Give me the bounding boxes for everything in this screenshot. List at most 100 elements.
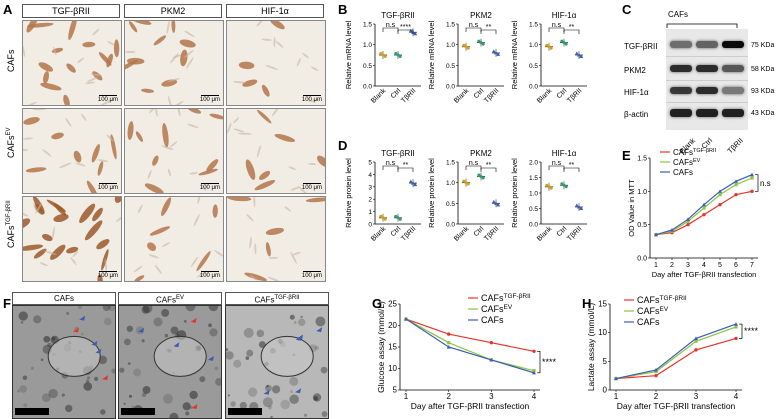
faint-cell — [133, 265, 143, 273]
series-point — [718, 193, 722, 197]
faint-cell — [249, 236, 252, 249]
faint-cell — [33, 202, 37, 212]
em-organelle — [51, 336, 56, 341]
em-organelle — [23, 403, 28, 408]
stained-cell — [66, 246, 79, 254]
panel-label-h: H — [582, 296, 592, 311]
chart-title: HIF-1α — [552, 11, 577, 20]
micrograph-cells — [127, 109, 223, 193]
blot-band — [670, 109, 692, 117]
em-organelle — [19, 385, 28, 393]
em-image-1 — [12, 305, 116, 419]
faint-cell — [147, 170, 152, 180]
faint-cell — [290, 186, 300, 191]
stained-cell — [84, 220, 103, 241]
faint-cell — [125, 50, 136, 54]
scale-bar — [201, 183, 219, 184]
y-tick-label: 1.5 — [446, 160, 455, 167]
stained-cell — [86, 180, 99, 193]
series-point — [654, 373, 658, 378]
em-scale-box — [15, 408, 49, 415]
stained-cell — [147, 242, 157, 251]
x-tick-label: 5 — [718, 262, 722, 269]
chart-title: TGF-βRII — [381, 149, 414, 158]
x-tick-label: Blank — [370, 87, 388, 105]
x-tick-label: TβRII — [483, 87, 500, 104]
em-organelle — [314, 345, 319, 350]
em-organelle — [107, 306, 115, 312]
em-texture — [226, 314, 328, 418]
em-organelle — [22, 375, 28, 380]
series-point — [702, 206, 706, 210]
faint-cell — [52, 46, 57, 56]
stained-cell — [238, 61, 255, 70]
data-point — [466, 182, 470, 186]
series-point — [686, 219, 690, 223]
stained-cell — [50, 244, 66, 260]
em-organelle — [298, 318, 306, 326]
em-organelle — [245, 356, 250, 360]
y-tick-label: 0 — [368, 222, 372, 229]
y-axis-label: Lactate assay (mmol/L) — [586, 303, 596, 392]
em-nucleus — [260, 335, 314, 377]
series-point — [694, 336, 698, 340]
em-header-3: CAFsTGF-βRII — [225, 292, 329, 305]
data-point — [545, 183, 549, 187]
scale-bar — [303, 271, 321, 272]
x-tick-label: TβRII — [400, 225, 417, 242]
x-axis-label: Day after TGF-βRII transfection — [652, 270, 757, 279]
series-point — [734, 179, 738, 183]
western-blot-image — [666, 29, 748, 130]
faint-cell — [97, 159, 109, 162]
em-arrowhead — [95, 348, 102, 354]
stained-cell — [162, 122, 169, 148]
sig-bracket — [755, 174, 759, 192]
sig-label: **** — [542, 357, 557, 367]
y-tick-label: 15 — [388, 343, 397, 352]
series-point — [694, 339, 698, 343]
stained-cell — [23, 218, 31, 229]
faint-cell — [173, 101, 184, 105]
faint-cell — [302, 52, 310, 59]
em-organelle — [185, 411, 190, 416]
data-point — [491, 49, 496, 53]
sig-bracket — [563, 29, 580, 34]
series-point — [532, 370, 536, 375]
sig-bracket — [537, 350, 541, 374]
x-tick-label: 4 — [532, 392, 537, 401]
faint-cell — [51, 226, 55, 240]
faint-cell — [169, 53, 179, 64]
scale-bar — [303, 95, 321, 96]
x-tick-label: Blank — [370, 225, 388, 243]
scale-bar-label: 100 μm — [301, 273, 322, 279]
stained-cell — [135, 131, 143, 142]
em-organelle — [169, 412, 179, 418]
em-organelle — [270, 415, 273, 418]
em-header-sup: TGF-βRII — [274, 295, 300, 301]
stained-cell — [274, 134, 296, 142]
faint-cell — [43, 250, 57, 256]
faint-cell — [167, 95, 172, 105]
em-header-sup: EV — [175, 295, 184, 301]
data-point — [477, 173, 481, 177]
em-arrowhead — [173, 342, 180, 348]
legend-label: CAFsEV — [637, 306, 669, 316]
em-organelle — [208, 306, 219, 312]
x-tick-label: 1 — [404, 392, 409, 401]
panel-a-header-hif1a: HIF-1α — [226, 4, 324, 18]
em-organelle — [111, 368, 115, 374]
stained-cell — [66, 63, 76, 73]
stained-cell — [212, 204, 218, 218]
faint-cell — [23, 137, 34, 140]
em-organelle — [33, 315, 42, 324]
x-tick-label: 2 — [670, 262, 674, 269]
stained-cell — [53, 213, 69, 223]
panel-label-c: C — [622, 2, 632, 17]
data-point — [464, 45, 468, 49]
series-point — [614, 376, 618, 381]
faint-cell — [77, 57, 85, 64]
series-line — [405, 318, 535, 374]
em-organelle — [65, 404, 73, 413]
em-organelle — [80, 332, 84, 336]
series-point — [489, 341, 494, 345]
